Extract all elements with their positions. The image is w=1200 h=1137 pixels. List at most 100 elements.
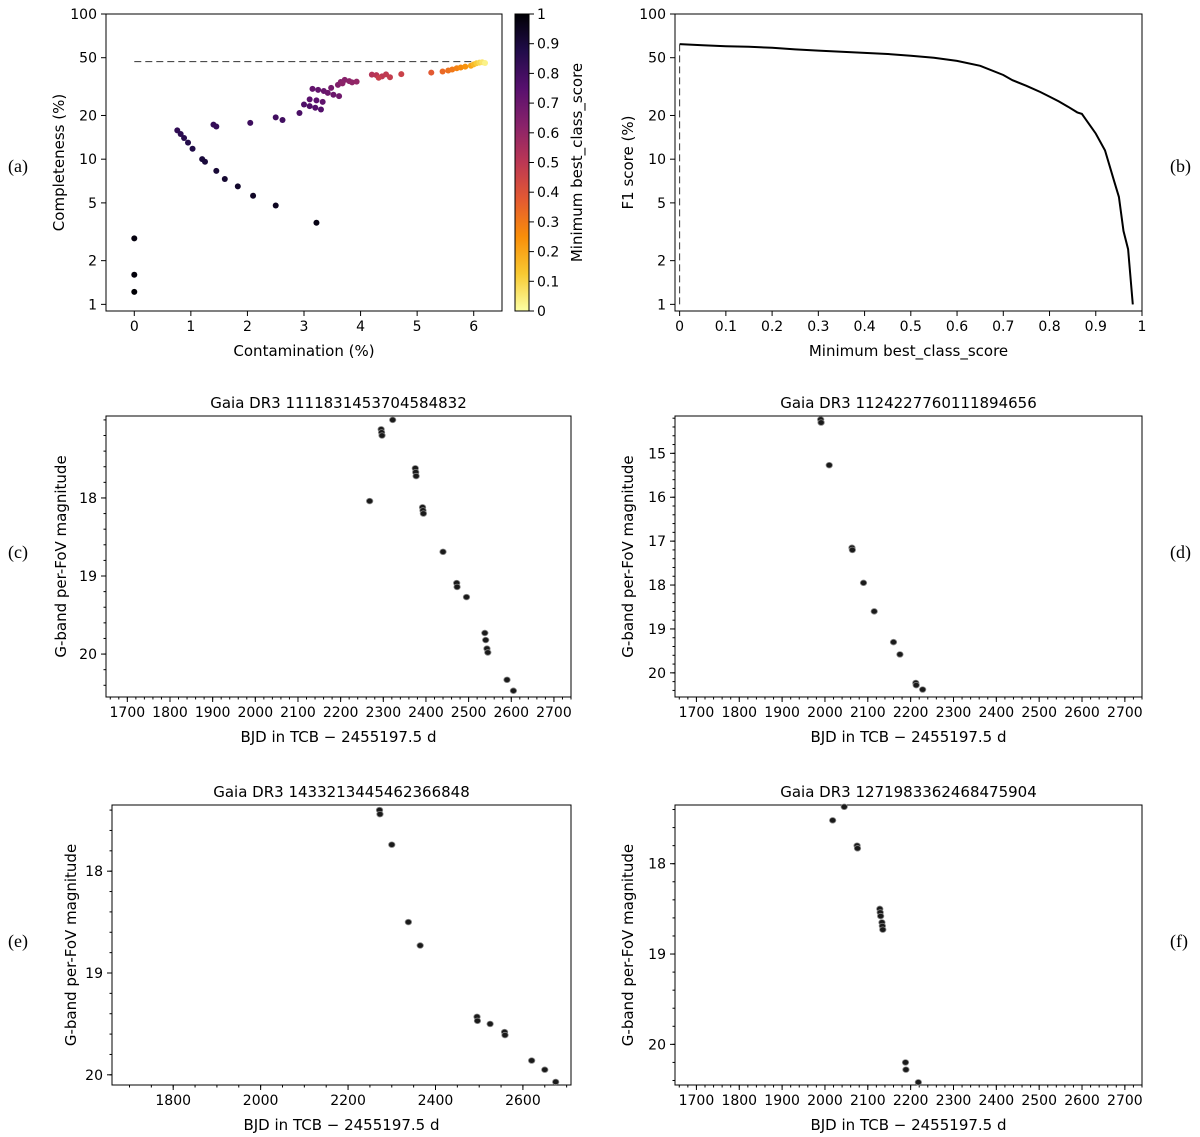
x-tick-label: 0 (675, 319, 684, 335)
chart-title: Gaia DR3 1111831453704584832 (210, 394, 467, 412)
data-point (482, 636, 490, 644)
chart-f: Gaia DR3 1271983362468475904 BJD in TCB −… (619, 783, 1143, 1134)
data-point (375, 74, 382, 81)
x-tick-label: 0.5 (900, 319, 922, 335)
y-tick-label: 20 (79, 108, 97, 124)
data-point (234, 183, 241, 190)
x-tick-label: 2200 (893, 1093, 929, 1109)
x-ticks: 0 1 2 3 4 5 6 (130, 311, 478, 335)
data-point (250, 192, 257, 199)
chart-c: Gaia DR3 1111831453704584832 BJD in TCB −… (52, 394, 572, 746)
panel-label-e: (e) (8, 931, 28, 952)
data-point (296, 110, 303, 117)
x-tick-label: 2200 (330, 1093, 366, 1109)
data-point (449, 66, 456, 73)
x-tick-label: 1700 (110, 705, 146, 721)
data-point (221, 176, 228, 183)
x-tick-label: 1700 (679, 1093, 715, 1109)
data-point (439, 68, 446, 75)
x-tick-label: 2600 (1064, 1093, 1100, 1109)
y-tick-label: 19 (79, 569, 97, 585)
series-line (679, 43, 1134, 305)
y-tick-label: 18 (648, 578, 666, 594)
data-point (386, 74, 393, 81)
chart-title: Gaia DR3 1124227760111894656 (780, 394, 1037, 412)
colorbar-tick-label: 0.6 (537, 126, 559, 142)
data-point (829, 817, 837, 824)
plot-frame (674, 415, 1143, 698)
data-point (181, 134, 188, 141)
data-point (189, 145, 196, 152)
y-tick-label: 17 (648, 534, 666, 550)
x-tick-label: 2000 (243, 1093, 279, 1109)
x-ticks: 1700 1800 1900 2000 2100 2200 2300 2400 2500 2600… (679, 1085, 1143, 1109)
data-point (879, 926, 887, 933)
data-point (213, 123, 220, 130)
data-point (552, 1078, 560, 1086)
data-point (388, 841, 396, 848)
data-point (462, 593, 471, 601)
x-ticks: 1700 1800 1900 2000 2100 2200 2300 2400 2500 2600… (110, 697, 572, 721)
x-tick-label: 2200 (323, 705, 359, 721)
data-point (213, 167, 220, 174)
y-axis-label: G-band per-FoV magnitude (52, 455, 70, 657)
x-axis-label: BJD in TCB − 2455197.5 d (810, 1116, 1006, 1134)
data-point (339, 80, 346, 87)
x-tick-label: 2000 (807, 705, 843, 721)
y-ticks: 1 2 5 10 20 50 100 (639, 7, 675, 313)
y-tick-label: 15 (648, 446, 666, 462)
x-tick-label: 1800 (155, 1093, 191, 1109)
panel-label-d: (d) (1170, 542, 1191, 563)
data-point (914, 1079, 922, 1086)
y-tick-label: 19 (85, 966, 103, 982)
colorbar-label: Minimum best_class_score (568, 63, 587, 262)
x-tick-label: 0.2 (761, 319, 783, 335)
x-axis-label: BJD in TCB − 2455197.5 d (240, 728, 436, 746)
x-tick-label: 2700 (1107, 1093, 1143, 1109)
y-tick-label: 1 (657, 297, 666, 313)
y-tick-label: 18 (648, 857, 666, 873)
plot-frame (674, 804, 1143, 1086)
x-tick-label: 1800 (721, 705, 757, 721)
data-point (312, 104, 319, 111)
data-point (889, 638, 898, 646)
y-axis-label: G-band per-FoV magnitude (619, 455, 637, 657)
data-point (439, 548, 447, 556)
data-point (481, 629, 489, 637)
y-tick-label: 19 (648, 622, 666, 638)
data-point (324, 89, 331, 96)
y-ticks: 15 16 17 18 19 20 (648, 417, 675, 691)
x-tick-label: 4 (356, 319, 365, 335)
data-point (853, 845, 862, 852)
panel-label-b: (b) (1170, 156, 1191, 177)
data-point (131, 235, 138, 242)
y-tick-label: 19 (648, 947, 666, 963)
x-tick-label: 2500 (451, 705, 487, 721)
data-point (404, 918, 412, 926)
data-point (412, 472, 420, 480)
x-tick-label: 2100 (280, 705, 316, 721)
x-tick-label: 2600 (1064, 705, 1100, 721)
x-tick-label: 2400 (408, 705, 444, 721)
x-tick-label: 2700 (1107, 705, 1143, 721)
x-tick-label: 2000 (807, 1093, 843, 1109)
data-point (509, 687, 518, 694)
x-tick-label: 1800 (721, 1093, 757, 1109)
x-tick-label: 1900 (764, 705, 800, 721)
chart-title: Gaia DR3 1433213445462366848 (213, 783, 470, 801)
x-tick-label: 2500 (1021, 705, 1057, 721)
plot-frame (105, 13, 503, 312)
data-point (877, 912, 885, 920)
data-point (177, 131, 184, 138)
data-point (313, 219, 320, 226)
x-tick-label: 2100 (850, 705, 886, 721)
data-point (398, 71, 405, 78)
data-point (416, 942, 424, 949)
chart-e: Gaia DR3 1433213445462366848 BJD in TCB −… (62, 783, 572, 1134)
data-point (541, 1066, 549, 1073)
colorbar-tick-label: 0.5 (537, 156, 559, 172)
y-tick-label: 50 (79, 51, 97, 67)
data-point (528, 1057, 536, 1064)
y-tick-label: 20 (648, 666, 666, 682)
data-point (313, 97, 320, 104)
